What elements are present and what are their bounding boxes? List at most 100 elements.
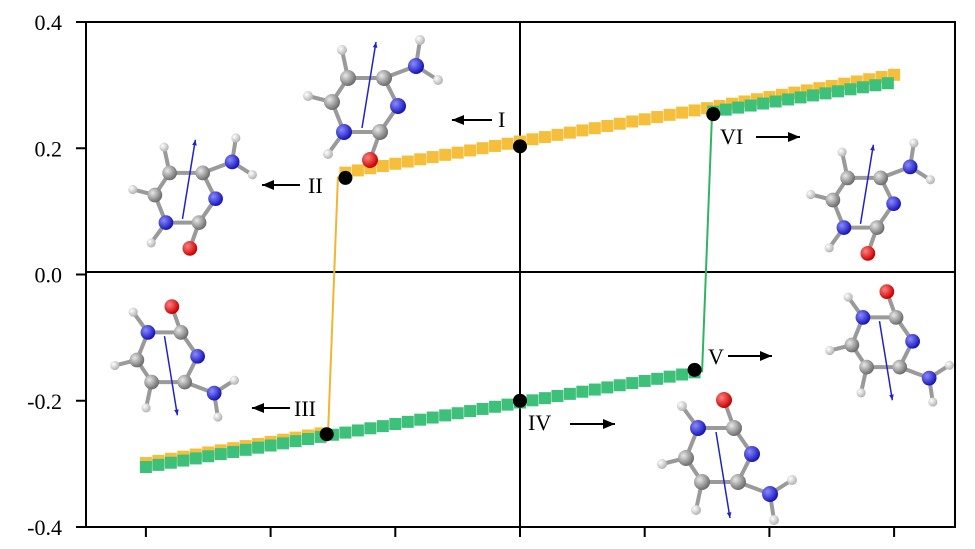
backward-marker bbox=[164, 456, 177, 469]
dipole-arrow bbox=[361, 41, 377, 129]
dipole-arrow bbox=[715, 431, 731, 519]
molecule-iv bbox=[657, 392, 797, 525]
atom-c bbox=[694, 474, 710, 490]
atom-n bbox=[905, 333, 920, 349]
backward-marker bbox=[414, 413, 427, 426]
backward-marker bbox=[177, 454, 190, 467]
forward-marker bbox=[676, 106, 689, 119]
backward-marker bbox=[794, 91, 807, 104]
forward-marker bbox=[414, 153, 427, 166]
forward-marker bbox=[476, 142, 489, 155]
dipole-arrow-head bbox=[192, 139, 197, 146]
backward-marker bbox=[782, 93, 795, 106]
state-point-i bbox=[513, 139, 527, 154]
backward-marker bbox=[651, 372, 664, 385]
forward-marker bbox=[451, 146, 464, 159]
backward-marker bbox=[264, 439, 277, 452]
backward-marker bbox=[807, 89, 820, 102]
molecule-iii bbox=[110, 299, 239, 422]
atom-n bbox=[224, 154, 240, 170]
forward-marker bbox=[663, 108, 676, 121]
backward-marker bbox=[831, 85, 844, 98]
state-point-vi bbox=[706, 107, 721, 122]
backward-marker bbox=[626, 377, 639, 390]
backward-marker bbox=[214, 448, 227, 461]
backward-marker bbox=[252, 441, 265, 454]
state-point-v bbox=[687, 362, 702, 377]
backward-marker bbox=[757, 97, 770, 110]
backward-marker bbox=[744, 99, 757, 112]
backward-marker bbox=[663, 370, 676, 383]
backward-marker bbox=[464, 405, 477, 418]
atom-h bbox=[213, 412, 223, 422]
atom-h bbox=[159, 142, 169, 152]
forward-marker bbox=[613, 117, 626, 130]
atom-n bbox=[408, 58, 424, 74]
dipole-arrow-head bbox=[174, 409, 179, 416]
atom-c bbox=[859, 359, 874, 375]
state-points bbox=[319, 107, 721, 442]
dipole-arrow bbox=[859, 144, 875, 225]
backward-marker bbox=[389, 417, 402, 430]
atom-n bbox=[140, 325, 156, 340]
arrow-head bbox=[603, 419, 615, 429]
state-label-iv: IV bbox=[528, 410, 551, 435]
atom-h bbox=[146, 238, 156, 248]
forward-marker bbox=[563, 126, 576, 139]
forward-marker bbox=[439, 148, 452, 161]
atom-n bbox=[886, 196, 901, 212]
atom-o bbox=[860, 246, 876, 261]
atom-o bbox=[716, 392, 732, 408]
forward-marker bbox=[526, 133, 539, 146]
atom-c bbox=[888, 310, 904, 325]
backward-marker bbox=[401, 415, 414, 428]
atom-c bbox=[869, 220, 885, 235]
backward-marker bbox=[563, 387, 576, 400]
arrow-head bbox=[788, 132, 800, 142]
atom-h bbox=[231, 133, 241, 143]
atom-n bbox=[208, 191, 223, 207]
forward-marker bbox=[588, 122, 601, 135]
backward-marker bbox=[676, 368, 689, 381]
state-label-v: V bbox=[708, 344, 724, 369]
forward-marker bbox=[688, 104, 701, 117]
forward-marker bbox=[576, 124, 589, 137]
atom-c bbox=[340, 70, 356, 86]
atom-n bbox=[902, 159, 918, 175]
atom-n bbox=[855, 310, 871, 325]
backward-marker bbox=[769, 95, 782, 108]
atom-c bbox=[873, 170, 889, 186]
y-tick-label: -0.4 bbox=[27, 515, 62, 540]
arrow-head bbox=[452, 115, 464, 125]
dipole-arrow-head bbox=[870, 144, 875, 151]
atom-o bbox=[182, 241, 198, 256]
atom-h bbox=[128, 307, 138, 317]
backward-marker bbox=[339, 426, 352, 439]
state-label-vi: VI bbox=[720, 124, 743, 149]
atom-h bbox=[247, 170, 257, 180]
forward-marker bbox=[389, 157, 402, 170]
atom-h bbox=[677, 401, 687, 411]
y-tick-label: 0.4 bbox=[35, 10, 63, 35]
atom-c bbox=[372, 124, 388, 140]
forward-marker bbox=[601, 119, 614, 132]
backward-marker bbox=[289, 435, 302, 448]
state-point-iv bbox=[513, 393, 527, 408]
backward-marker bbox=[476, 402, 489, 415]
backward-marker bbox=[719, 103, 732, 116]
atom-n bbox=[336, 124, 352, 140]
forward-marker bbox=[464, 144, 477, 157]
jump-lines bbox=[326, 113, 714, 436]
x-axis bbox=[144, 527, 896, 537]
atom-h bbox=[128, 184, 138, 195]
backward-marker bbox=[613, 379, 626, 392]
atom-h bbox=[141, 403, 151, 413]
backward-marker bbox=[426, 411, 439, 424]
atom-n bbox=[921, 370, 937, 386]
molecule-v bbox=[825, 284, 955, 407]
state-point-iii bbox=[319, 427, 334, 442]
backward-marker bbox=[451, 407, 464, 420]
backward-marker bbox=[189, 452, 202, 465]
forward-marker bbox=[551, 128, 564, 141]
atom-h bbox=[110, 360, 120, 371]
